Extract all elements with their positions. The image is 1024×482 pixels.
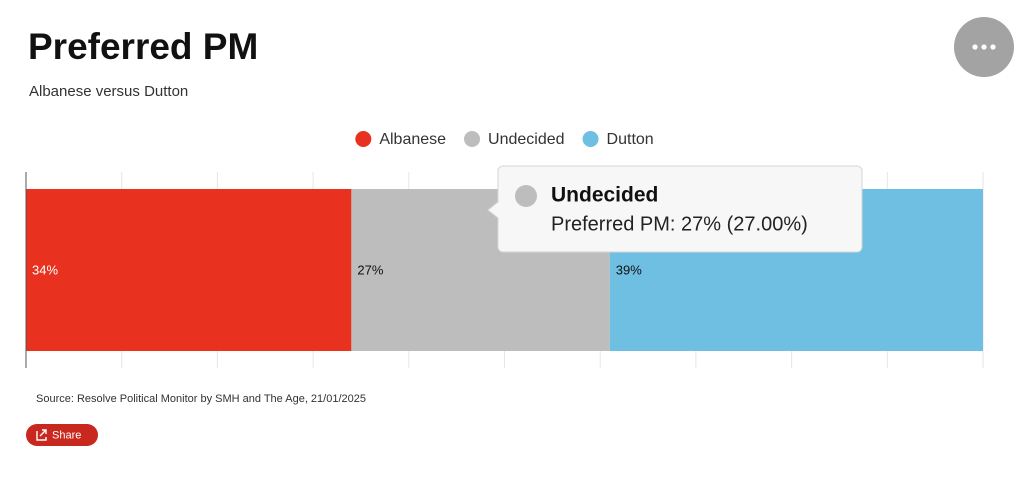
legend-label: Dutton	[607, 131, 654, 148]
value-label: 34%	[32, 262, 58, 277]
bar-segment	[26, 189, 352, 351]
menu-dot	[981, 44, 987, 50]
menu-dot	[972, 44, 978, 50]
source: Source: Resolve Political Monitor by SMH…	[36, 393, 366, 405]
legend-label: Undecided	[488, 131, 565, 148]
tooltip-title: Undecided	[551, 184, 658, 207]
legend-marker	[464, 131, 481, 147]
legend: Albanese Undecided Dutton	[355, 131, 654, 148]
share-label: Share	[52, 429, 81, 441]
menu-dot	[990, 44, 996, 50]
value-label: 27%	[357, 262, 383, 277]
chart-subtitle: Albanese versus Dutton	[29, 83, 188, 100]
tooltip: Undecided Preferred PM: 27% (27.00%)	[487, 165, 863, 253]
tooltip-text: Preferred PM: 27% (27.00%)	[551, 213, 808, 235]
tooltip-dot	[515, 185, 537, 207]
legend-marker	[582, 131, 599, 147]
legend-label: Albanese	[379, 131, 446, 148]
share-icon	[36, 429, 47, 441]
value-label: 39%	[616, 262, 642, 277]
tooltip-box	[487, 165, 863, 253]
share-button[interactable]: Share	[26, 424, 98, 446]
legend-marker	[355, 131, 372, 147]
chart-title: Preferred PM	[28, 26, 258, 67]
menu-button[interactable]	[954, 17, 1014, 77]
